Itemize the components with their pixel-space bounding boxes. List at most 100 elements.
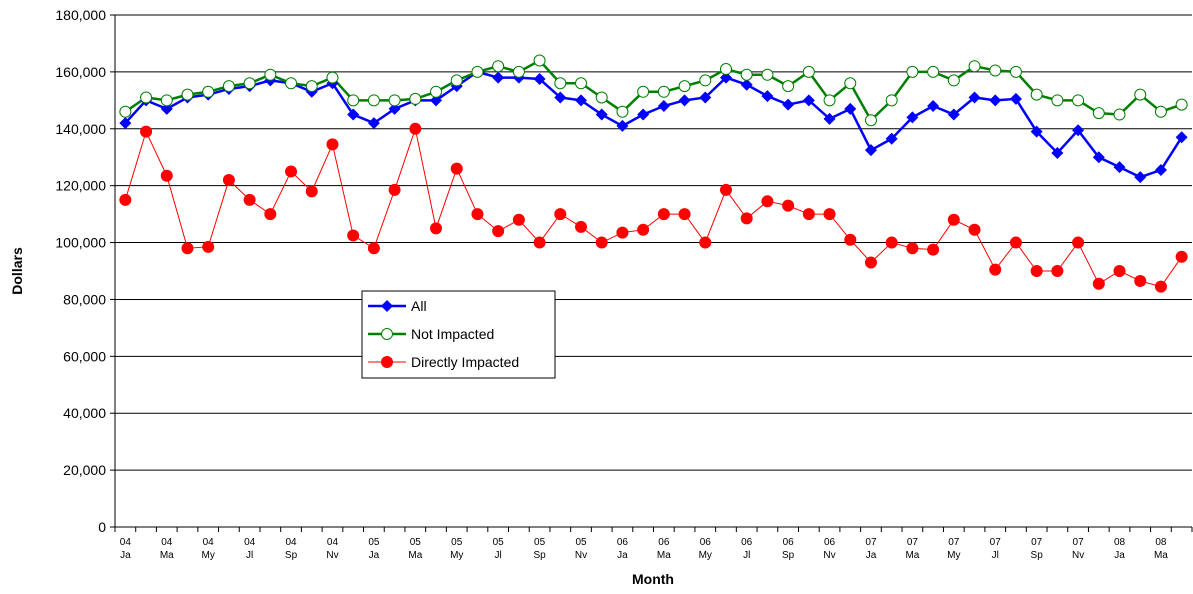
x-tick-label: 04 Ja bbox=[120, 537, 132, 561]
marker bbox=[595, 236, 608, 249]
x-tick-label: 05 Sp bbox=[533, 537, 546, 561]
marker bbox=[1030, 125, 1043, 138]
marker bbox=[1072, 94, 1085, 107]
legend-label: All bbox=[411, 298, 427, 314]
marker bbox=[381, 300, 393, 312]
marker bbox=[678, 80, 691, 93]
x-tick-label: 06 My bbox=[699, 537, 712, 561]
y-tick-label: 80,000 bbox=[63, 291, 106, 307]
marker bbox=[181, 242, 194, 255]
marker bbox=[1175, 250, 1188, 263]
marker bbox=[347, 108, 360, 121]
marker bbox=[575, 77, 588, 90]
marker bbox=[243, 193, 256, 206]
marker bbox=[927, 65, 940, 78]
x-tick-label: 08 Ma bbox=[1154, 537, 1168, 561]
marker bbox=[616, 119, 629, 132]
y-tick-label: 180,000 bbox=[55, 7, 106, 23]
x-tick-label: 07 Sp bbox=[1031, 537, 1044, 561]
marker bbox=[1072, 124, 1085, 137]
marker bbox=[802, 208, 815, 221]
marker bbox=[450, 74, 463, 87]
marker bbox=[968, 223, 981, 236]
marker bbox=[512, 213, 525, 226]
marker bbox=[202, 85, 215, 98]
x-tick-label: 04 Jl bbox=[244, 537, 256, 561]
x-tick-label: 07 My bbox=[947, 537, 960, 561]
marker bbox=[657, 100, 670, 113]
marker bbox=[492, 71, 505, 84]
marker bbox=[430, 85, 443, 98]
marker bbox=[1051, 146, 1064, 159]
marker bbox=[305, 80, 318, 93]
marker bbox=[1009, 92, 1022, 105]
marker bbox=[367, 117, 380, 130]
marker bbox=[160, 94, 173, 107]
series-line bbox=[124, 58, 1183, 123]
marker bbox=[616, 226, 629, 239]
marker bbox=[1092, 151, 1105, 164]
x-tick-label: 04 Sp bbox=[285, 537, 298, 561]
marker bbox=[864, 114, 877, 127]
marker bbox=[140, 125, 153, 138]
marker bbox=[575, 220, 588, 233]
marker bbox=[595, 108, 608, 121]
marker bbox=[119, 117, 132, 130]
marker bbox=[885, 94, 898, 107]
marker bbox=[947, 74, 960, 87]
y-tick-label: 40,000 bbox=[63, 405, 106, 421]
marker bbox=[1175, 98, 1188, 111]
marker bbox=[864, 144, 877, 157]
marker bbox=[989, 263, 1002, 276]
x-tick-label: 06 Nv bbox=[823, 537, 835, 561]
marker bbox=[1092, 107, 1105, 120]
marker bbox=[1009, 236, 1022, 249]
marker bbox=[1134, 274, 1147, 287]
marker bbox=[202, 240, 215, 253]
marker bbox=[802, 65, 815, 78]
marker bbox=[1134, 88, 1147, 101]
marker bbox=[492, 60, 505, 73]
x-tick-label: 04 My bbox=[202, 537, 215, 561]
x-tick-label: 05 Ja bbox=[368, 537, 380, 561]
y-axis-title: Dollars bbox=[9, 247, 25, 295]
marker bbox=[222, 80, 235, 93]
marker bbox=[471, 208, 484, 221]
marker bbox=[637, 108, 650, 121]
marker bbox=[968, 91, 981, 104]
marker bbox=[823, 208, 836, 221]
x-tick-label: 04 Ma bbox=[160, 537, 174, 561]
y-tick-label: 160,000 bbox=[55, 64, 106, 80]
marker bbox=[326, 71, 339, 84]
marker bbox=[533, 54, 546, 67]
marker bbox=[430, 94, 443, 107]
x-tick-label: 06 Jl bbox=[741, 537, 753, 561]
marker bbox=[1030, 88, 1043, 101]
marker bbox=[1051, 94, 1064, 107]
marker bbox=[947, 108, 960, 121]
marker bbox=[595, 91, 608, 104]
marker bbox=[181, 88, 194, 101]
marker bbox=[719, 63, 732, 76]
y-tick-label: 140,000 bbox=[55, 121, 106, 137]
marker bbox=[844, 77, 857, 90]
marker bbox=[740, 68, 753, 81]
marker bbox=[388, 94, 401, 107]
marker bbox=[554, 77, 567, 90]
marker bbox=[678, 94, 691, 107]
marker bbox=[264, 208, 277, 221]
marker bbox=[740, 212, 753, 225]
marker bbox=[533, 236, 546, 249]
marker bbox=[119, 193, 132, 206]
marker bbox=[409, 122, 422, 135]
marker bbox=[885, 132, 898, 145]
marker bbox=[492, 225, 505, 238]
marker bbox=[285, 77, 298, 90]
y-tick-label: 100,000 bbox=[55, 235, 106, 251]
marker bbox=[678, 208, 691, 221]
marker bbox=[1175, 131, 1188, 144]
marker bbox=[264, 68, 277, 81]
marker bbox=[1154, 164, 1167, 177]
marker bbox=[719, 71, 732, 84]
